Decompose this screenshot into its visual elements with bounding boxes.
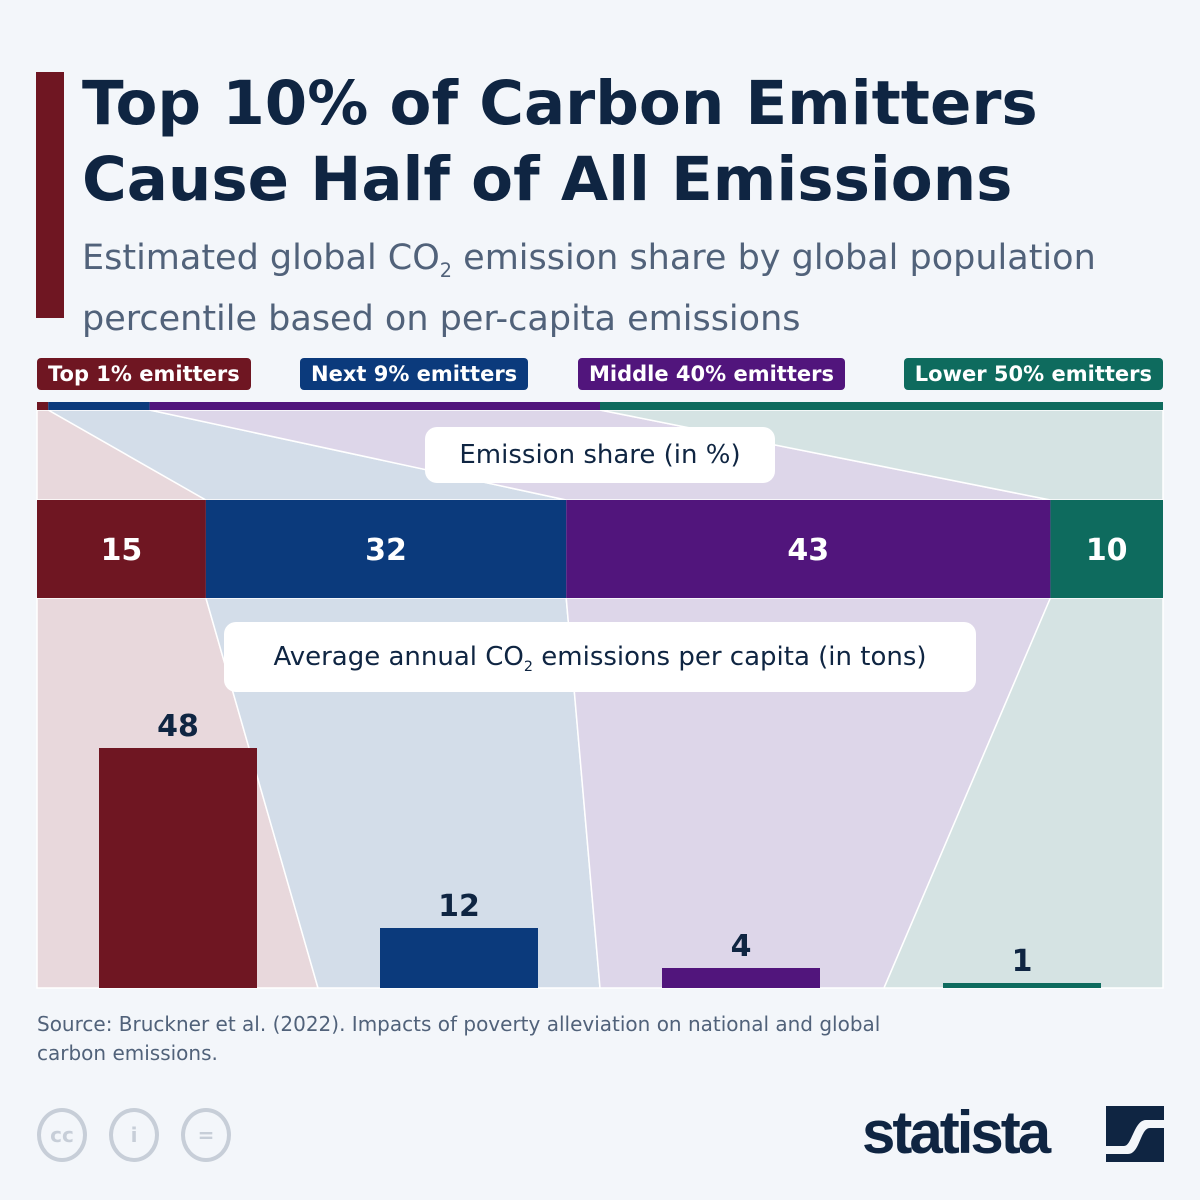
per-capita-value: 48 (157, 709, 199, 744)
subtitle-subscript: 2 (439, 259, 453, 282)
label-subscript: 2 (523, 659, 534, 676)
emission-share-bar (566, 500, 1051, 598)
emission-share-value: 43 (787, 533, 829, 568)
per-capita-bar (662, 968, 820, 988)
population-strip-segment (600, 402, 1163, 410)
legend-label: Top 1% emitters (37, 358, 251, 390)
emission-share-value: 32 (365, 533, 407, 568)
label-text: Average annual CO (273, 642, 524, 672)
cc-by-icon[interactable]: i (109, 1108, 159, 1162)
population-strip-segment (37, 402, 49, 410)
emission-share-value: 10 (1086, 533, 1128, 568)
chart-title: Top 10% of Carbon Emitters Cause Half of… (82, 68, 1038, 215)
per-capita-bar (99, 748, 257, 988)
legend-label: Next 9% emitters (300, 358, 529, 390)
chart-subtitle: Estimated global CO2 emission share by g… (82, 234, 1182, 343)
label-text: emissions per capita (in tons) (533, 642, 927, 672)
population-strip-segment (48, 402, 150, 410)
population-strip-segment (149, 402, 600, 410)
subtitle-text: emission share by global population perc… (82, 238, 1096, 339)
per-capita-label: Average annual CO2 emissions per capita … (224, 622, 976, 692)
legend-label: Lower 50% emitters (903, 358, 1163, 390)
emission-share-bar (1050, 500, 1163, 598)
emission-share-bar (205, 500, 567, 598)
emission-share-bar (37, 500, 206, 598)
emission-share-label: Emission share (in %) (425, 427, 775, 483)
subtitle-text: Estimated global CO (82, 238, 440, 278)
per-capita-bar (943, 983, 1101, 988)
legend-label: Middle 40% emitters (578, 358, 845, 390)
per-capita-value: 1 (1012, 944, 1033, 979)
title-accent-bar (36, 72, 64, 318)
emission-share-value: 15 (101, 533, 143, 568)
statista-logo-icon (1106, 1106, 1164, 1162)
per-capita-value: 4 (731, 929, 752, 964)
cc-license-icon[interactable]: cc (37, 1108, 87, 1162)
source-note: Source: Bruckner et al. (2022). Impacts … (37, 1012, 881, 1065)
statista-logo[interactable]: statista (862, 1099, 1051, 1166)
cc-nd-icon[interactable]: = (181, 1108, 231, 1162)
per-capita-bar (380, 928, 538, 988)
per-capita-value: 12 (438, 889, 480, 924)
